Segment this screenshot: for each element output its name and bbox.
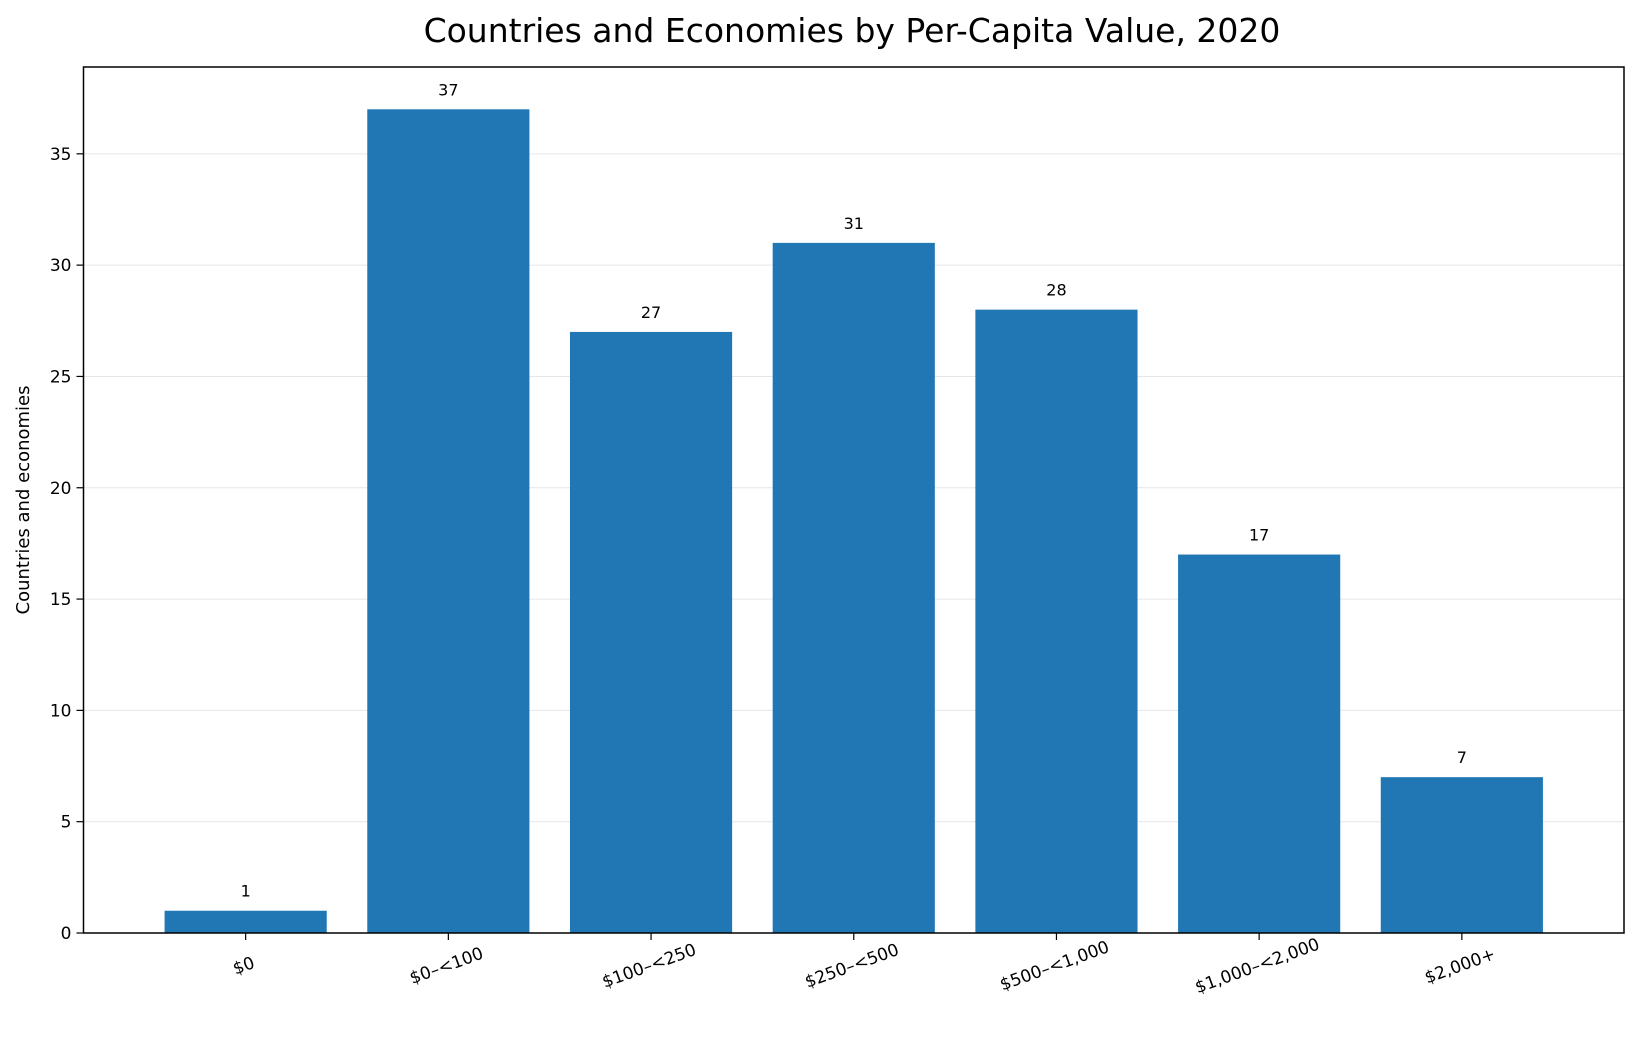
y-tick-label: 0 [61, 924, 72, 944]
bar-value-label: 27 [641, 303, 661, 322]
y-tick-label: 15 [50, 590, 72, 610]
bar-value-label: 17 [1249, 526, 1269, 545]
x-tick-label: $100–<250 [600, 940, 699, 992]
bar [569, 331, 733, 934]
y-tick-label: 10 [50, 701, 72, 721]
bar [1178, 554, 1341, 933]
bar-value-label: 1 [241, 882, 251, 901]
bar-value-label: 31 [844, 214, 864, 233]
x-axis: $0 $0–<100 $100–<250 $250–<500 $500–<1,000 $1… [230, 933, 1498, 998]
bars [164, 109, 1543, 934]
y-tick-label: 20 [50, 479, 72, 499]
y-tick-label: 35 [50, 145, 72, 165]
y-tick-label: 25 [50, 367, 72, 387]
bar [164, 910, 327, 933]
x-tick-label: $0–<100 [407, 944, 486, 989]
bar [367, 109, 530, 933]
x-tick-label: $250–<500 [802, 940, 901, 992]
bar-value-label: 37 [438, 80, 458, 99]
y-axis-label: Countries and economies [13, 385, 34, 614]
y-axis: 0 5 10 15 20 25 30 35 [50, 145, 84, 944]
bar [772, 242, 935, 933]
x-tick-label: $0 [230, 953, 257, 979]
y-tick-label: 30 [50, 256, 72, 276]
y-tick-label: 5 [61, 813, 72, 833]
x-tick-label: $1,000–<2,000 [1193, 935, 1323, 999]
bar [975, 309, 1138, 934]
bar [1380, 777, 1543, 933]
bar-value-label: 7 [1457, 748, 1467, 767]
x-tick-label: $2,000+ [1422, 944, 1498, 988]
chart-title: Countries and Economies by Per-Capita Va… [424, 11, 1281, 50]
data-labels: 1 37 27 31 28 17 7 [241, 80, 1467, 900]
x-tick-label: $500–<1,000 [997, 937, 1112, 995]
bar-value-label: 28 [1046, 281, 1066, 300]
